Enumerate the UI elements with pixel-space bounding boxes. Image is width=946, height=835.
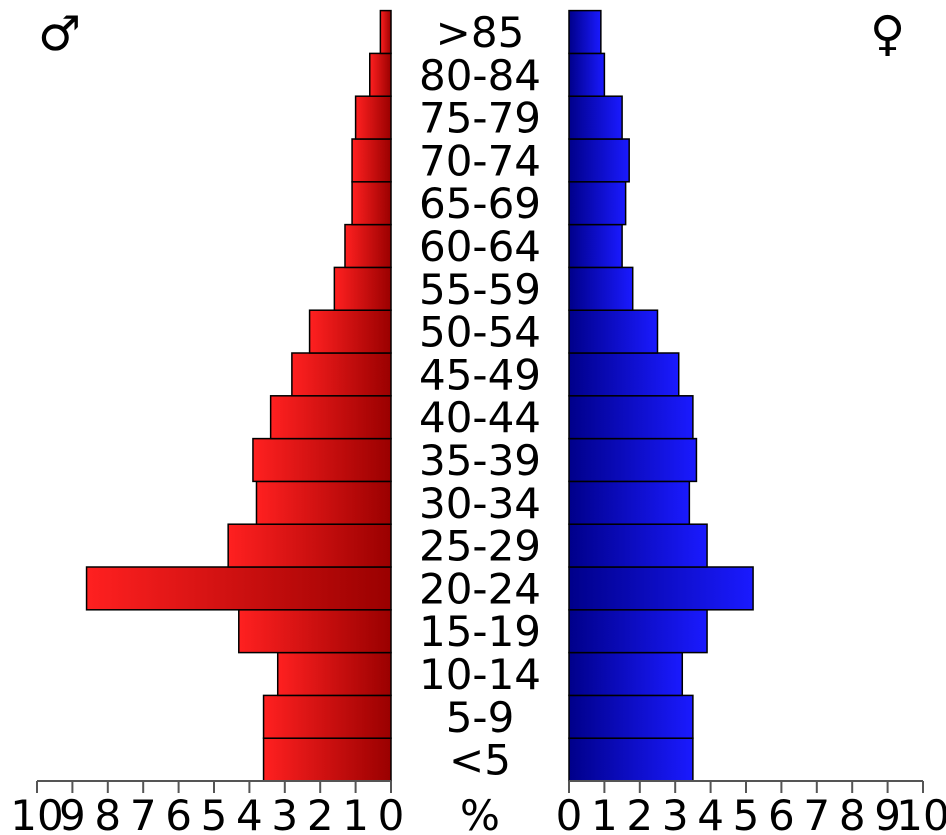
- female-bar-40-44: [568, 395, 694, 440]
- left-tick-label-3: 3: [271, 791, 298, 835]
- male-bar-10-14: [276, 651, 392, 697]
- age-label-lt5: <5: [449, 736, 511, 785]
- left-tick-label-7: 7: [130, 791, 157, 835]
- female-bar-5-9: [568, 694, 694, 739]
- male-bar-25-29: [227, 523, 392, 568]
- female-bar-gt85: [568, 9, 602, 55]
- female-bar-lt5: [568, 737, 694, 782]
- male-symbol-icon: ♂: [38, 6, 81, 62]
- female-bar-20-24: [568, 566, 754, 611]
- left-tick-label-5: 5: [201, 791, 228, 835]
- left-tick-label-6: 6: [165, 791, 192, 835]
- female-bar-50-54: [568, 309, 659, 354]
- female-bar-45-49: [568, 352, 680, 397]
- left-tick-label-1: 1: [342, 791, 369, 835]
- tick-labels: 109 8 7 6 5 4 3 2 1 0 0 1 2 3 4 5 6 7 8 910: [10, 791, 946, 835]
- age-label-40-44: 40-44: [419, 393, 541, 442]
- left-tick-label-4: 4: [236, 791, 263, 835]
- male-bar-gt85: [379, 9, 392, 55]
- female-bar-75-79: [568, 95, 623, 140]
- male-bar-50-54: [308, 309, 392, 354]
- left-tick-label-8: 8: [94, 791, 121, 835]
- female-bars: [568, 9, 754, 782]
- right-tick-label-7: 7: [803, 791, 830, 835]
- male-bar-65-69: [351, 181, 392, 226]
- x-axis-label: %: [460, 791, 500, 835]
- female-symbol-icon: ♀: [870, 6, 905, 62]
- right-tick-label-5: 5: [733, 791, 760, 835]
- right-tick-label-0: 0: [556, 791, 583, 835]
- male-bar-45-49: [291, 352, 392, 397]
- female-bar-60-64: [568, 223, 623, 269]
- male-bar-20-24: [85, 566, 392, 611]
- male-bars: [85, 9, 392, 782]
- male-bar-lt5: [262, 737, 392, 782]
- left-tick-label-2: 2: [307, 791, 334, 835]
- right-tick-label-3: 3: [662, 791, 689, 835]
- female-bar-35-39: [568, 437, 698, 483]
- female-bar-25-29: [568, 523, 708, 568]
- age-label-50-54: 50-54: [419, 308, 541, 357]
- age-label-65-69: 65-69: [419, 179, 541, 228]
- male-bar-55-59: [333, 266, 392, 311]
- female-bar-80-84: [568, 52, 606, 97]
- female-bar-65-69: [568, 181, 627, 226]
- age-label-gt85: >85: [436, 8, 525, 57]
- left-tick-label-10: 10: [10, 791, 63, 835]
- female-bar-30-34: [568, 480, 691, 525]
- male-bar-60-64: [344, 223, 392, 269]
- female-bar-70-74: [568, 138, 630, 183]
- age-label-15-19: 15-19: [419, 607, 541, 656]
- right-tick-label-1: 1: [591, 791, 618, 835]
- age-label-5-9: 5-9: [446, 693, 515, 742]
- male-bar-80-84: [369, 52, 392, 97]
- age-label-10-14: 10-14: [419, 650, 541, 699]
- left-tick-label-0: 0: [378, 791, 405, 835]
- right-tick-label-2: 2: [626, 791, 653, 835]
- male-bar-35-39: [252, 437, 392, 483]
- right-tick-label-10: 10: [896, 791, 946, 835]
- male-bar-30-34: [255, 480, 392, 525]
- age-label-30-34: 30-34: [419, 479, 541, 528]
- age-label-25-29: 25-29: [419, 522, 541, 571]
- age-label-60-64: 60-64: [419, 222, 541, 271]
- female-bar-55-59: [568, 266, 634, 311]
- female-bar-10-14: [568, 651, 684, 697]
- age-labels: <55-910-1415-1920-2425-2930-3435-3940-44…: [419, 8, 541, 785]
- female-bar-15-19: [568, 609, 708, 654]
- age-label-55-59: 55-59: [419, 265, 541, 314]
- age-label-70-74: 70-74: [419, 136, 541, 185]
- age-label-45-49: 45-49: [419, 350, 541, 399]
- male-bar-40-44: [269, 395, 392, 440]
- male-bar-15-19: [238, 609, 392, 654]
- male-bar-70-74: [351, 138, 392, 183]
- right-tick-label-6: 6: [768, 791, 795, 835]
- age-label-80-84: 80-84: [419, 51, 541, 100]
- male-bar-5-9: [262, 694, 392, 739]
- right-tick-label-8: 8: [839, 791, 866, 835]
- left-tick-label-9: 9: [59, 791, 86, 835]
- age-label-35-39: 35-39: [419, 436, 541, 485]
- right-tick-label-4: 4: [697, 791, 724, 835]
- age-label-20-24: 20-24: [419, 564, 541, 613]
- male-bar-75-79: [354, 95, 392, 140]
- age-label-75-79: 75-79: [419, 94, 541, 143]
- ticks: [36, 781, 924, 793]
- right-tick-label-9: 9: [874, 791, 901, 835]
